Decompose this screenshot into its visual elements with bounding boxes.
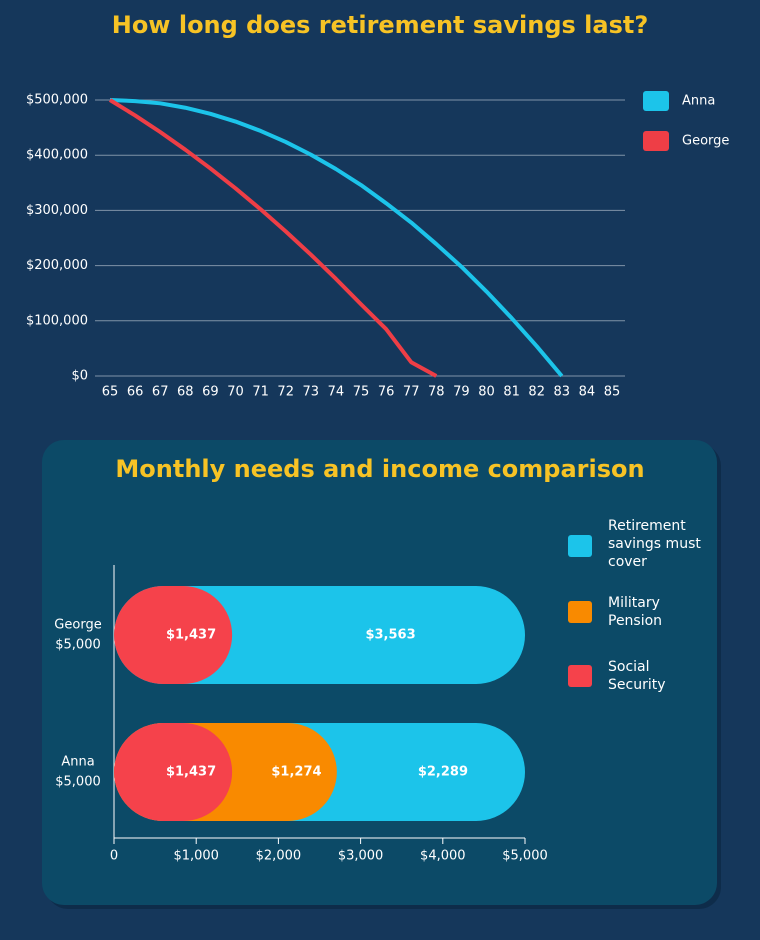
legend-swatch xyxy=(643,131,669,151)
legend-label: Anna xyxy=(682,94,715,109)
x-tick-label: 85 xyxy=(604,385,621,400)
y-tick-label: $200,000 xyxy=(26,258,88,273)
x-tick-label: 83 xyxy=(554,385,571,400)
legend-label: George xyxy=(682,134,729,149)
category-label: George xyxy=(54,618,101,633)
x-tick-label: 70 xyxy=(227,385,244,400)
legend-swatch xyxy=(568,665,592,687)
legend-swatch xyxy=(568,535,592,557)
x-tick-label: $2,000 xyxy=(256,849,302,864)
x-tick-label: $1,000 xyxy=(173,849,219,864)
x-tick-label: 80 xyxy=(478,385,495,400)
x-tick-label: 0 xyxy=(110,849,118,864)
x-tick-label: 66 xyxy=(127,385,144,400)
x-tick-label: $4,000 xyxy=(420,849,466,864)
x-tick-label: 82 xyxy=(528,385,545,400)
line xyxy=(109,98,564,378)
category-total: $5,000 xyxy=(55,638,101,653)
y-tick-label: $400,000 xyxy=(26,148,88,163)
bar-segment xyxy=(114,586,233,684)
x-tick-label: 75 xyxy=(353,385,370,400)
value-label: $1,437 xyxy=(166,765,216,780)
category-total: $5,000 xyxy=(55,775,101,790)
value-label: $1,274 xyxy=(271,765,321,780)
chart-title: Monthly needs and income comparison xyxy=(115,455,644,483)
x-tick-label: 74 xyxy=(328,385,345,400)
legend-swatch xyxy=(568,601,592,623)
x-tick-label: 73 xyxy=(303,385,320,400)
x-tick-label: 77 xyxy=(403,385,420,400)
x-tick-label: 76 xyxy=(378,385,395,400)
line xyxy=(108,98,438,378)
x-tick-label: 71 xyxy=(252,385,269,400)
value-label: $1,437 xyxy=(166,628,216,643)
legend-label: Retirement savings must cover xyxy=(608,518,701,570)
y-tick-label: $100,000 xyxy=(26,313,88,328)
x-tick-label: 84 xyxy=(579,385,596,400)
x-tick-label: 67 xyxy=(152,385,169,400)
y-tick-label: $0 xyxy=(71,369,88,384)
bar-segment xyxy=(114,723,233,821)
y-tick-label: $500,000 xyxy=(26,93,88,108)
legend-label: Social Security xyxy=(608,659,666,693)
legend-swatch xyxy=(643,91,669,111)
value-label: $3,563 xyxy=(365,628,415,643)
y-tick-label: $300,000 xyxy=(26,203,88,218)
x-tick-label: $3,000 xyxy=(338,849,384,864)
x-tick-label: 72 xyxy=(277,385,294,400)
chart-title: How long does retirement savings last? xyxy=(112,11,649,39)
x-tick-label: 65 xyxy=(102,385,119,400)
category-label: Anna xyxy=(61,755,94,770)
x-tick-label: 79 xyxy=(453,385,470,400)
x-tick-label: 68 xyxy=(177,385,194,400)
x-tick-label: $5,000 xyxy=(502,849,548,864)
value-label: $2,289 xyxy=(418,765,468,780)
x-tick-label: 69 xyxy=(202,385,219,400)
x-tick-label: 78 xyxy=(428,385,445,400)
legend-label: Military Pension xyxy=(608,595,663,629)
x-tick-label: 81 xyxy=(503,385,520,400)
